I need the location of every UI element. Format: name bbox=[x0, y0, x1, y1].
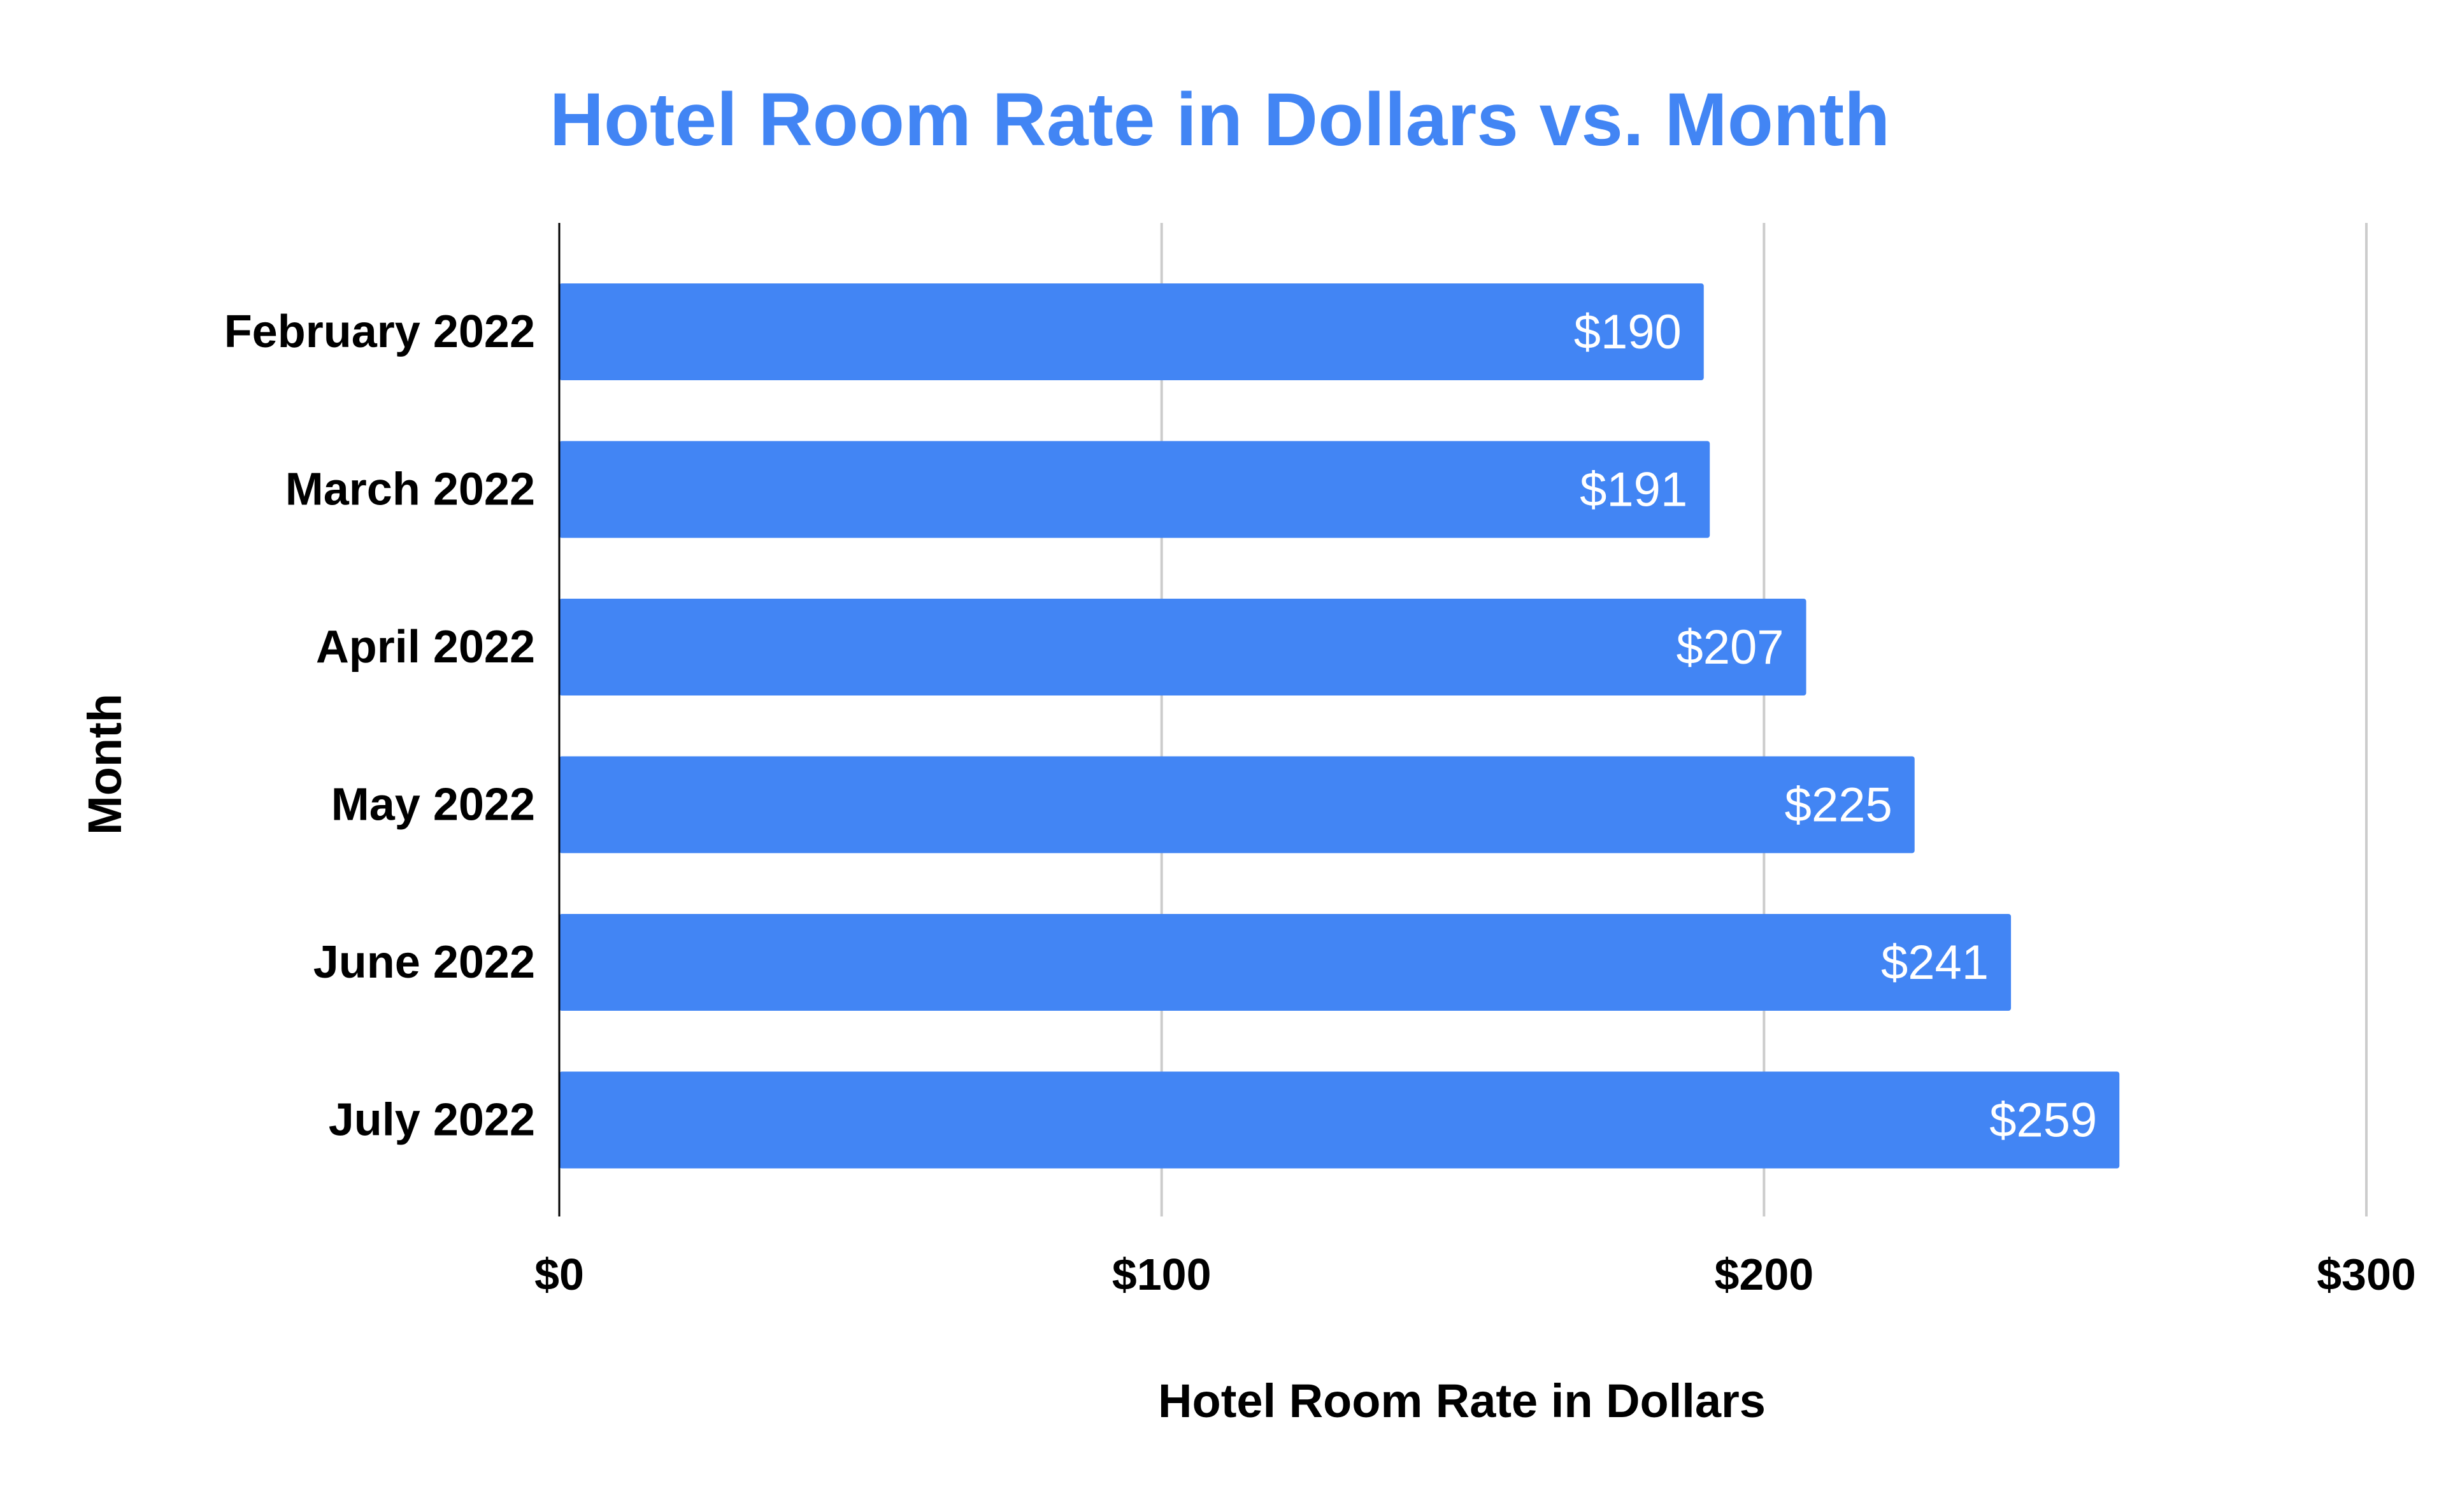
bar-july-2022 bbox=[559, 1071, 2120, 1169]
category-label-april-2022: April 2022 bbox=[316, 622, 535, 673]
category-label-february-2022: February 2022 bbox=[224, 306, 535, 357]
data-label-april-2022: $207 bbox=[1676, 620, 1784, 674]
data-label-march-2022: $191 bbox=[1580, 463, 1687, 517]
category-label-march-2022: March 2022 bbox=[285, 464, 535, 515]
data-label-june-2022: $241 bbox=[1881, 936, 1989, 990]
x-tick-labels: $0 $100 $200 $300 bbox=[534, 1250, 2416, 1299]
x-tick-label-300: $300 bbox=[2317, 1250, 2416, 1299]
y-axis-title: Month bbox=[78, 694, 131, 835]
x-axis-title: Hotel Room Rate in Dollars bbox=[1158, 1374, 1766, 1427]
data-label-july-2022: $259 bbox=[1989, 1094, 2097, 1148]
category-label-june-2022: June 2022 bbox=[313, 937, 535, 988]
data-label-may-2022: $225 bbox=[1785, 778, 1892, 832]
bar-april-2022 bbox=[559, 599, 1806, 695]
bar-march-2022 bbox=[559, 441, 1710, 538]
bar-may-2022 bbox=[559, 756, 1915, 853]
x-tick-label-200: $200 bbox=[1714, 1250, 1813, 1299]
category-labels: February 2022 March 2022 April 2022 May 202… bbox=[224, 306, 535, 1146]
category-label-may-2022: May 2022 bbox=[331, 780, 535, 831]
x-tick-label-0: $0 bbox=[534, 1250, 584, 1299]
chart-title: Hotel Room Rate in Dollars vs. Month bbox=[550, 78, 1891, 162]
category-label-july-2022: July 2022 bbox=[329, 1095, 535, 1146]
x-tick-label-100: $100 bbox=[1112, 1250, 1212, 1299]
bar-february-2022 bbox=[559, 283, 1704, 380]
data-label-february-2022: $190 bbox=[1574, 305, 1682, 359]
bar-june-2022 bbox=[559, 914, 2012, 1011]
gridlines bbox=[1160, 223, 2368, 1216]
bars: $190 $191 $207 $225 $241 $259 bbox=[559, 283, 2120, 1169]
